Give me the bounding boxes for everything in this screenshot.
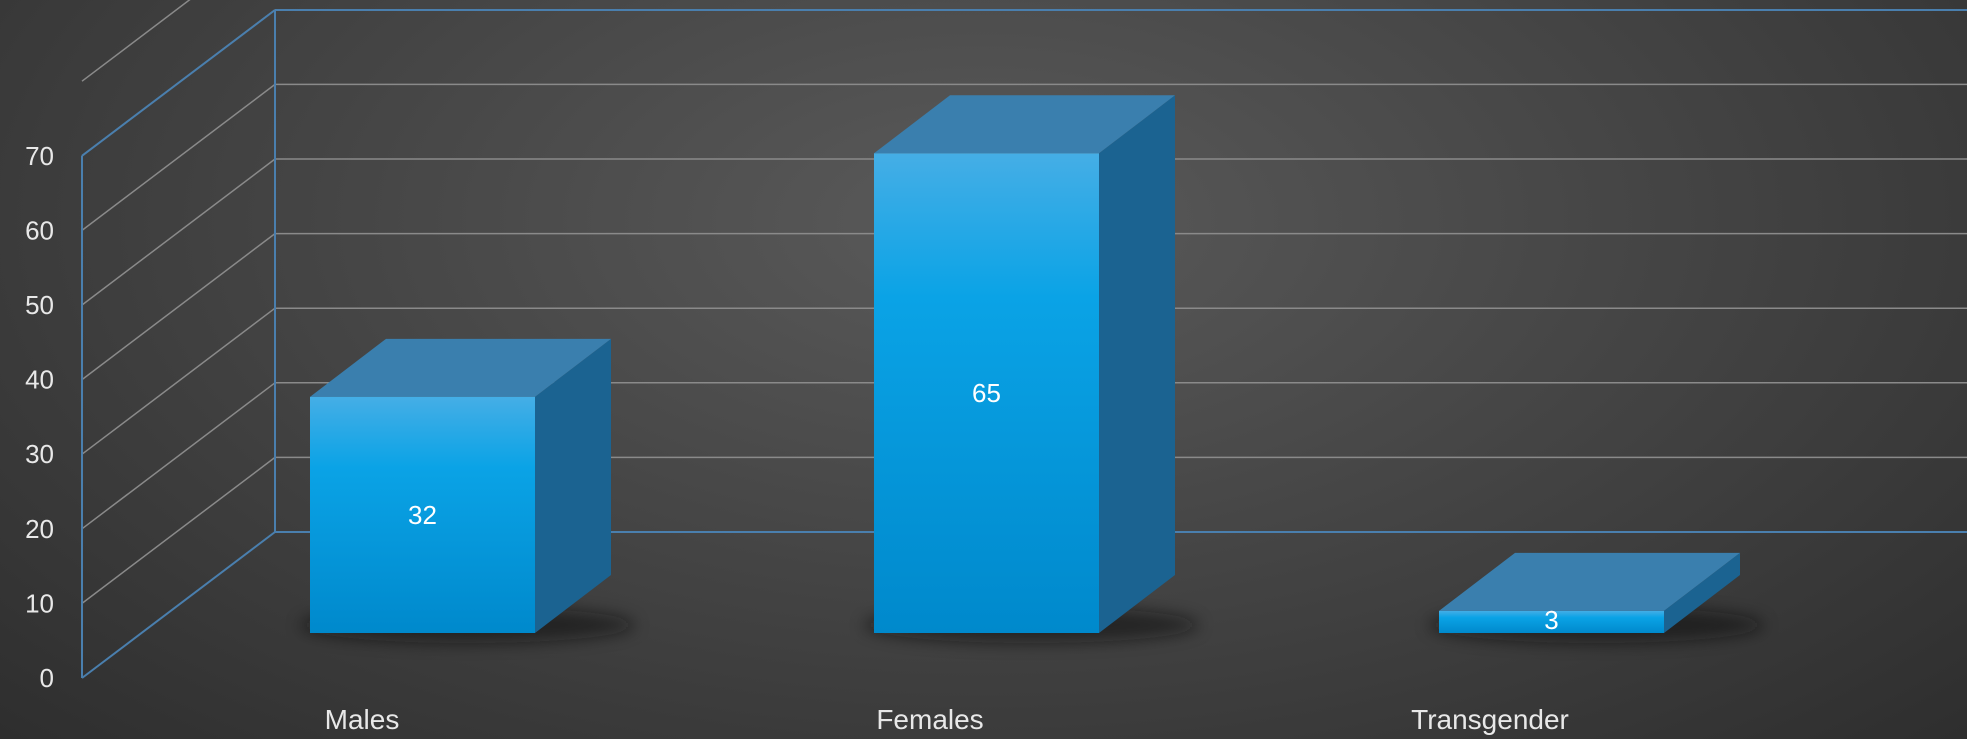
bar-side-face [535,338,611,633]
x-axis-labels: Males Females Transgender [325,704,1569,735]
gridline-side [81,233,276,381]
bar-top-face [310,338,611,397]
bar-side-face [1099,95,1175,634]
side-wall-top-edge [81,9,276,157]
x-category-label: Transgender [1411,704,1569,735]
floor-side-edge [81,531,276,679]
bar-top-face [874,95,1175,154]
x-category-label: Males [325,704,400,735]
gridline-side [81,158,276,306]
y-tick-label: 70 [25,141,54,171]
gridline-side [81,0,191,82]
bar-side-face [1664,552,1740,633]
gridline-side [81,382,276,530]
bar-front-face [310,396,535,633]
y-tick-label: 0 [40,663,54,693]
data-label: 32 [408,500,437,530]
gridline-side [81,456,276,604]
data-label: 3 [1544,605,1558,635]
gridline-side [81,307,276,455]
bar-front-face [874,153,1099,634]
y-tick-label: 60 [25,215,54,245]
y-tick-label: 20 [25,514,54,544]
data-label: 65 [972,378,1001,408]
bar-top-face [1439,552,1740,611]
bar-front-face [1439,610,1664,633]
x-category-label: Females [876,704,983,735]
gridline-side [81,83,276,231]
bars-group: 32 65 3 [300,95,1764,643]
y-tick-label: 10 [25,588,54,618]
y-tick-label: 50 [25,290,54,320]
y-axis-labels: 0 10 20 30 40 50 60 70 [25,141,54,693]
y-tick-label: 40 [25,365,54,395]
y-tick-label: 30 [25,439,54,469]
